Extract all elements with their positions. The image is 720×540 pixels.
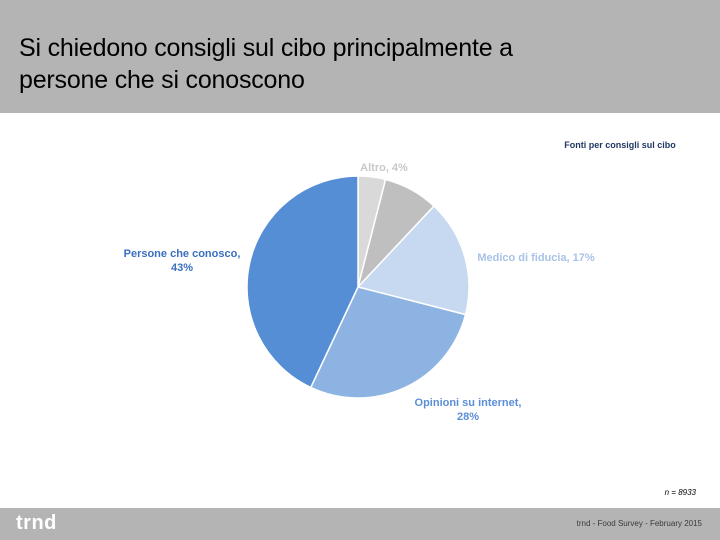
chart-title: Fonti per consigli sul cibo [564,140,676,150]
pie-slice-medico-di-fiducia [356,205,470,316]
footer-source-note: trnd - Food Survey - February 2015 [576,519,702,528]
slice-label-altro: Altro, 4% [360,162,408,174]
slice-label-persone-che-conosco: Persone che conosco, 43% [124,248,241,274]
slide-title-line-2: persone che si conoscono [19,66,305,94]
pie-slice-opinioni-su-internet [309,286,467,399]
slide-title: Si chiedono consigli sul cibo principalm… [19,32,679,96]
pie-slice-persone-che-conosco [246,175,359,389]
slice-label-medico-di-fiducia: Medico di fiducia, 17% [477,252,595,264]
title-bar: Si chiedono consigli sul cibo principalm… [0,0,720,113]
trnd-logo: trnd [16,512,57,534]
footer-bar: trnd trnd - Food Survey - February 2015 [0,508,720,540]
sample-size-note: n = 8933 [664,488,696,497]
slide-title-line-1: Si chiedono consigli sul cibo principalm… [19,34,513,62]
slice-label-opinioni-su-internet: Opinioni su internet, 28% [415,397,522,423]
